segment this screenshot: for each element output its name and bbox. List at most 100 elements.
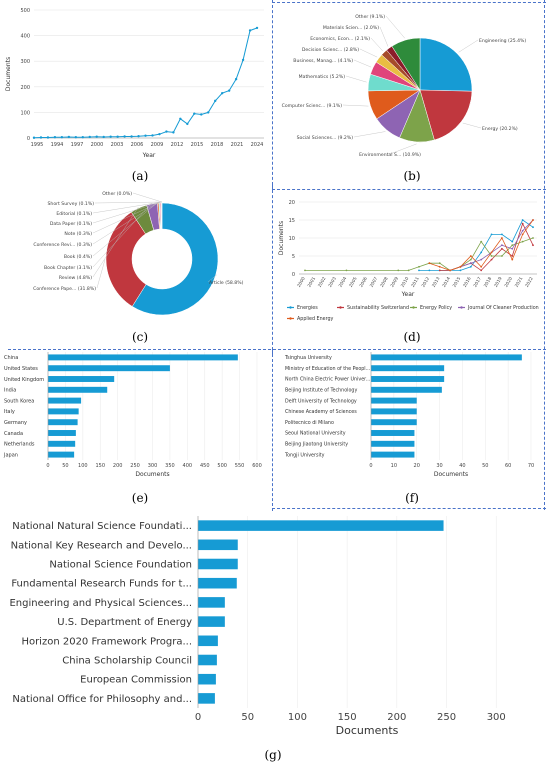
x-tick-label-f-4: 40 xyxy=(459,463,465,469)
bar-e-2 xyxy=(48,376,115,382)
caption-f: (f) xyxy=(405,491,419,505)
separator-vertical-mid xyxy=(272,185,273,355)
legend-d-label-0: Energies xyxy=(297,305,318,311)
category-label-e-7: Canada xyxy=(4,431,23,437)
x-tick-label-a-10: 2021 xyxy=(231,142,244,148)
donut-c-label-8: Editorial (0.1%) xyxy=(56,211,92,217)
x-tick-label-e-11: 550 xyxy=(235,463,245,469)
point-d-0-6 xyxy=(480,251,483,254)
donut-c-label-5: Conference Revi... (0.3%) xyxy=(33,242,92,248)
category-label-g-6: Horizon 2020 Framework Progra... xyxy=(21,636,192,647)
y-axis-title-a: Documents xyxy=(5,57,12,91)
point-a-29 xyxy=(234,77,238,81)
bar-g-2 xyxy=(198,558,238,570)
donut-c-label-4: Book (0.4%) xyxy=(64,254,92,260)
bar-f-5 xyxy=(371,408,417,415)
category-label-e-2: United Kingdom xyxy=(4,377,44,383)
point-d-1-9 xyxy=(532,244,534,247)
chart-a-documents-by-year: 0 100 200 300 400 500 1995 1994 1997 2000 2003 2006… xyxy=(5,8,264,159)
donut-c-leader-8 xyxy=(92,201,162,214)
legend-d-label-3: Journal Of Cleaner Production xyxy=(467,305,539,311)
pie-b-leader-0 xyxy=(458,39,479,53)
bar-e-4 xyxy=(48,397,82,404)
point-d-0-8 xyxy=(501,233,503,236)
x-tick-label-g-4: 200 xyxy=(387,712,406,723)
category-label-e-5: Italy xyxy=(4,409,15,415)
donut-c-leader-3 xyxy=(92,202,152,268)
separator-right-edge xyxy=(544,0,545,510)
line-series-d-3 xyxy=(449,219,534,271)
donut-c-leader-1 xyxy=(96,259,106,289)
point-d-4-5 xyxy=(480,265,483,268)
x-tick-label-a-6: 2009 xyxy=(151,142,164,148)
y-tick-label-a-0: 0 xyxy=(27,136,30,142)
x-tick-label-e-7: 350 xyxy=(165,463,175,469)
caption-g: (g) xyxy=(264,748,282,762)
point-d-2-9 xyxy=(469,258,472,261)
category-label-g-2: National Science Foundation xyxy=(49,560,192,571)
point-d-1-7 xyxy=(511,255,514,257)
y-tick-label-d-1: 5 xyxy=(292,254,295,260)
point-d-2-3 xyxy=(407,269,410,272)
x-tick-label-d-11: 2011 xyxy=(410,276,421,289)
x-tick-label-g-1: 50 xyxy=(241,712,254,723)
donut-c-label-1: Conference Pape... (31.8%) xyxy=(33,286,96,292)
point-a-9 xyxy=(95,135,98,138)
caption-e: (e) xyxy=(131,491,149,505)
point-a-15 xyxy=(137,135,140,138)
y-tick-label-a-5: 500 xyxy=(20,8,30,14)
point-a-12 xyxy=(116,135,119,138)
point-a-1 xyxy=(39,136,43,139)
point-a-14 xyxy=(130,135,133,138)
x-tick-label-g-0: 0 xyxy=(195,712,201,723)
point-a-16 xyxy=(144,134,147,137)
point-d-1-0 xyxy=(438,269,441,272)
donut-c-leader-6 xyxy=(92,201,161,234)
pie-b-label-5: Mathematics (5.2%) xyxy=(299,74,346,80)
separator-top-right xyxy=(272,2,546,3)
bar-g-5 xyxy=(198,616,225,627)
point-a-4 xyxy=(60,136,64,139)
point-d-2-4 xyxy=(418,265,420,268)
point-d-2-6 xyxy=(438,262,441,265)
point-d-0-0 xyxy=(418,269,420,272)
x-axis-title-f: Documents xyxy=(434,471,468,478)
point-d-4-8 xyxy=(511,258,514,261)
donut-c-label-3: Book Chapter (3.1%) xyxy=(44,265,92,271)
point-d-3-5 xyxy=(501,244,503,247)
x-tick-label-e-3: 150 xyxy=(95,463,105,469)
x-tick-label-f-1: 10 xyxy=(391,463,397,469)
point-a-5 xyxy=(67,135,71,139)
category-label-f-3: Beijing Institute of Technology xyxy=(285,387,357,393)
point-d-3-2 xyxy=(469,262,472,265)
point-d-4-3 xyxy=(459,265,462,268)
x-axis-title-e: Documents xyxy=(135,471,169,478)
point-a-21 xyxy=(179,117,182,121)
pie-b-label-4: Computer Scienc... (9.1%) xyxy=(282,103,343,109)
legend-d-label-2: Energy Policy xyxy=(420,305,452,311)
legend-d-marker-3 xyxy=(460,306,463,309)
point-a-32 xyxy=(255,26,259,30)
x-tick-label-d-1: 2001 xyxy=(306,276,317,289)
point-d-0-7 xyxy=(490,233,493,236)
point-a-19 xyxy=(165,130,168,133)
point-d-0-4 xyxy=(459,269,462,272)
legend-d-marker-4 xyxy=(289,317,292,320)
bar-f-0 xyxy=(371,354,522,361)
bar-e-9 xyxy=(48,451,75,458)
point-d-2-12 xyxy=(501,255,503,257)
category-label-f-8: Beijing Jiaotong University xyxy=(285,441,348,447)
category-label-e-3: India xyxy=(4,388,16,394)
bar-f-8 xyxy=(371,440,415,447)
bar-f-7 xyxy=(371,430,415,436)
point-d-4-10 xyxy=(532,219,534,221)
category-label-g-5: U.S. Department of Energy xyxy=(57,617,192,628)
category-label-e-9: Japan xyxy=(3,452,18,458)
separator-row3 xyxy=(8,349,546,350)
legend-d-marker-2 xyxy=(412,306,415,309)
point-d-3-3 xyxy=(480,258,483,261)
line-series-d-0 xyxy=(419,219,534,271)
line-series-d-4 xyxy=(429,219,534,271)
category-label-e-6: Germany xyxy=(4,420,27,426)
x-tick-label-d-3: 2003 xyxy=(327,276,338,289)
